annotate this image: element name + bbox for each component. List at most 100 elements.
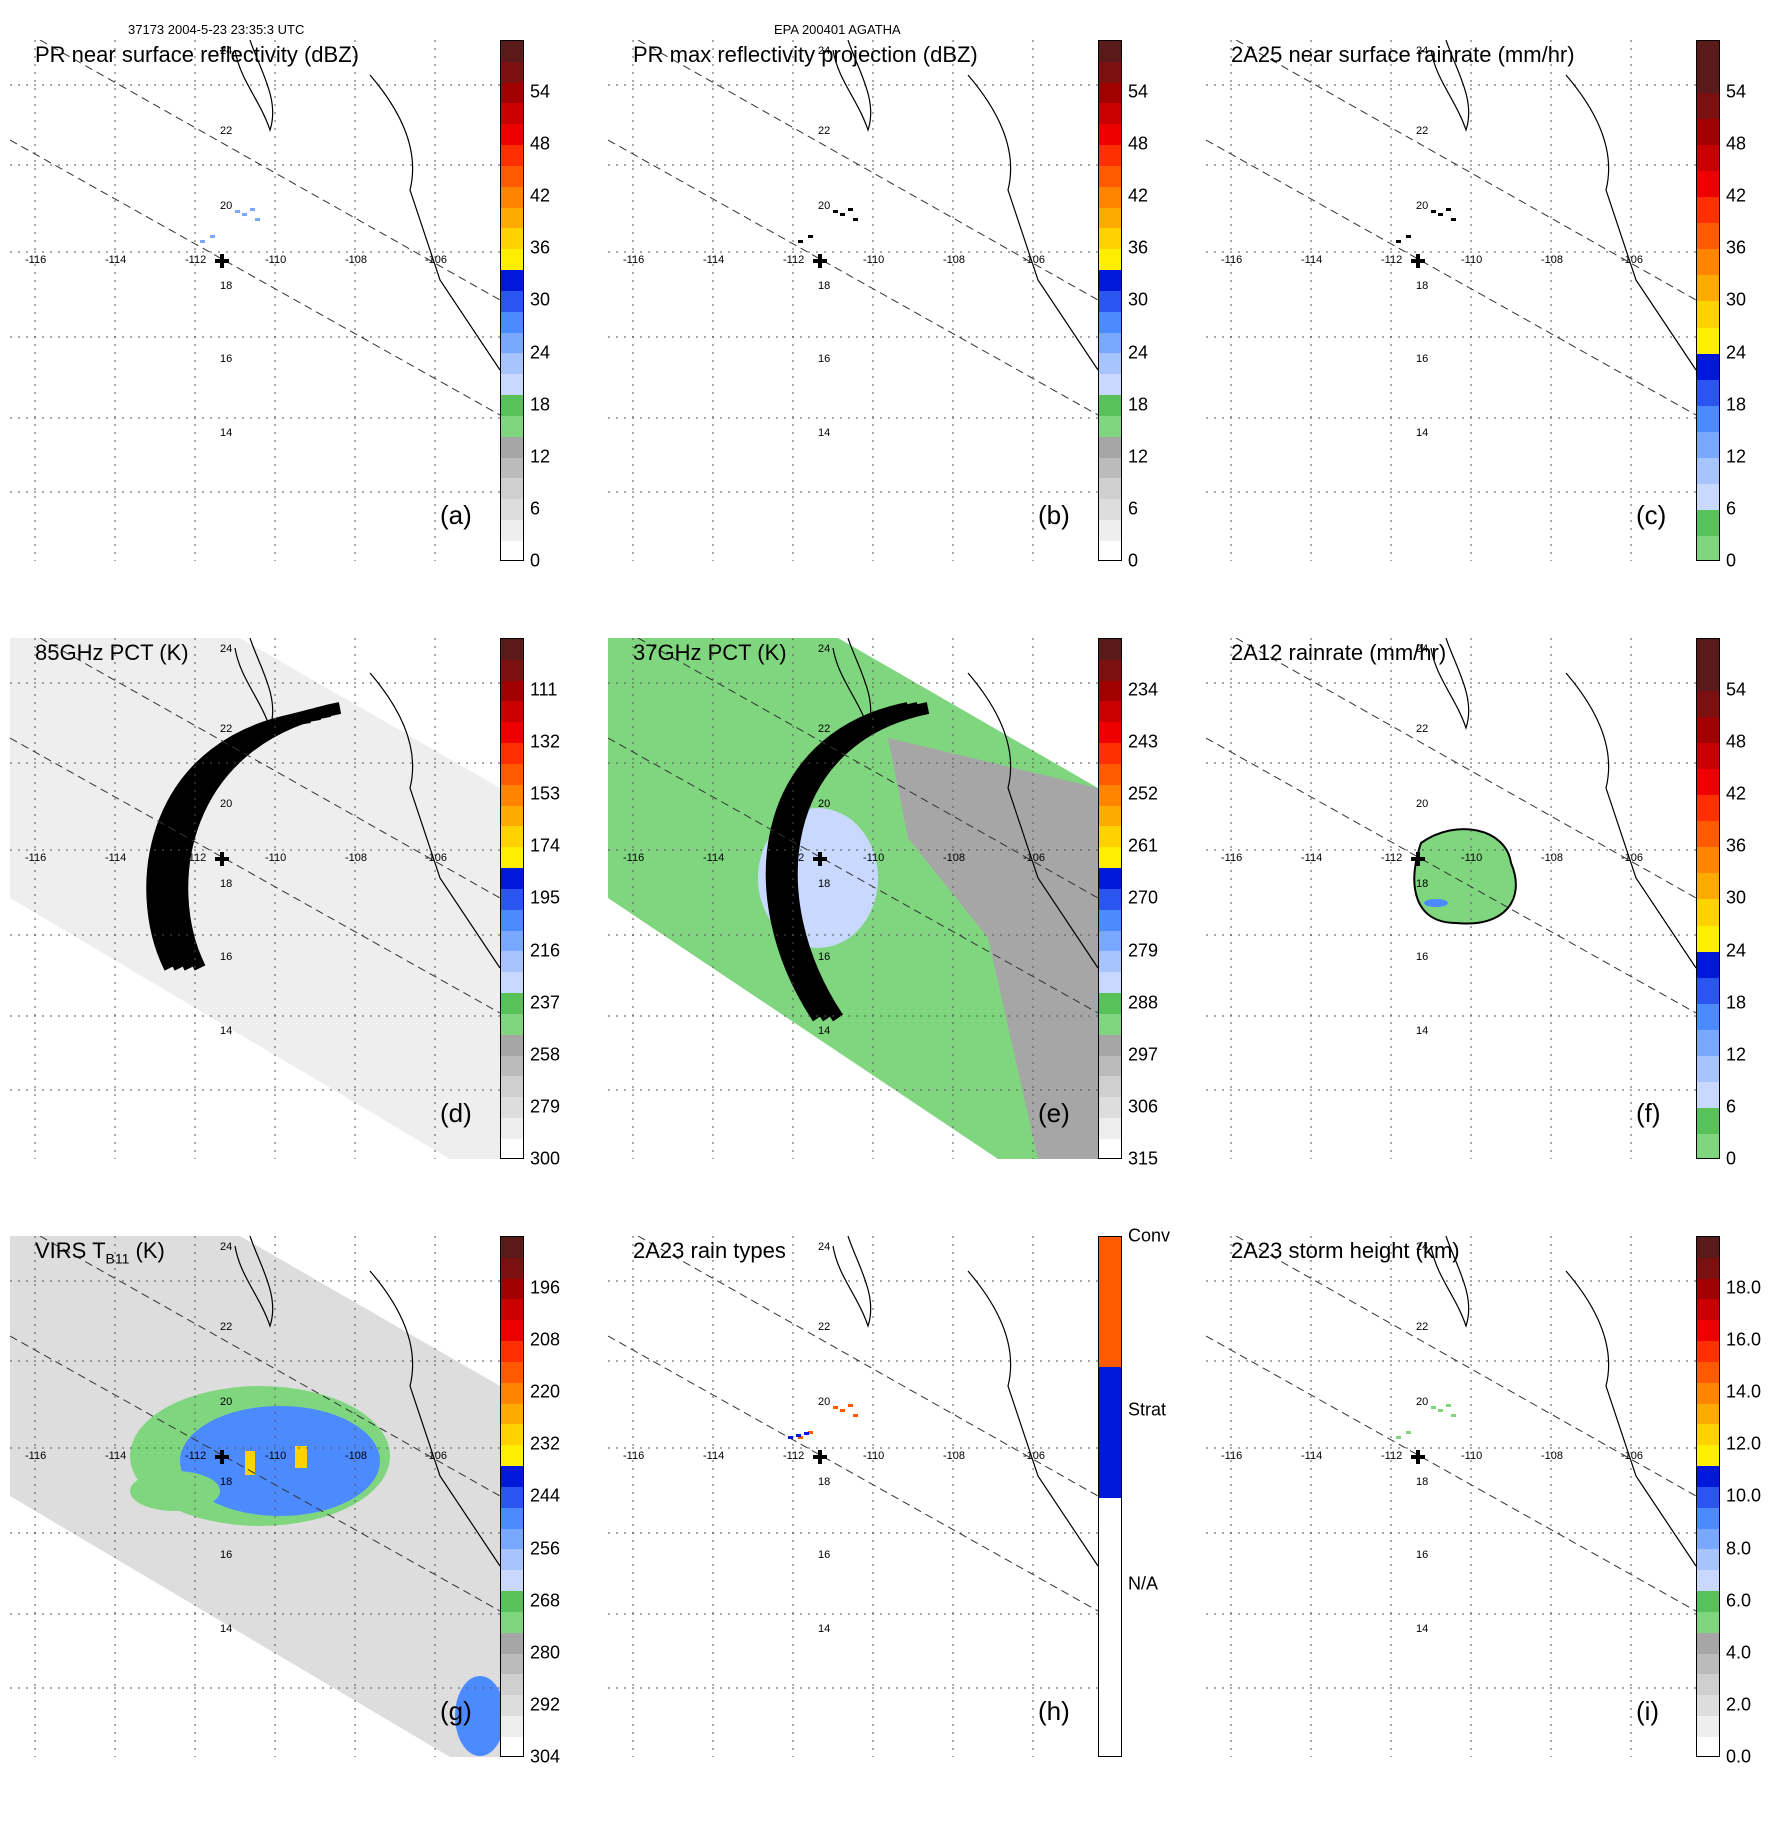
map-d: -116 -114 -112 -110 -108 -106 24 22 20 18 16 14 xyxy=(10,638,500,1159)
colorbar-segment xyxy=(501,1528,523,1550)
lon-label: -116 xyxy=(623,1450,645,1462)
lat-label: 24 xyxy=(220,45,233,57)
colorbar-segment xyxy=(1697,1528,1719,1550)
panel-label: (f) xyxy=(1636,1098,1661,1128)
colorbar-tick-label: 42 xyxy=(1726,783,1747,804)
colorbar-segment xyxy=(1099,826,1121,848)
lon-label: -106 xyxy=(425,1450,448,1462)
colorbar-segment xyxy=(1099,540,1121,560)
colorbar-segment xyxy=(1697,1278,1719,1300)
colorbar-tick-label: 42 xyxy=(1726,185,1747,206)
lon-label: -108 xyxy=(943,852,966,864)
colorbar-segment xyxy=(1697,93,1719,120)
map-f: -116 -114 -112 -110 -108 -106 24 22 20 18 16 14 xyxy=(1206,638,1696,1159)
colorbar-tick-label: 111 xyxy=(530,679,558,700)
colorbar-segment xyxy=(1099,186,1121,208)
lon-label: -108 xyxy=(943,254,966,266)
colorbar xyxy=(1696,1236,1720,1757)
colorbar-segment xyxy=(501,701,523,723)
colorbar-tick-label: 24 xyxy=(530,342,551,363)
lat-label: 22 xyxy=(818,1321,831,1333)
colorbar-segment xyxy=(1099,41,1121,62)
lon-label: -106 xyxy=(1023,1450,1046,1462)
lat-label: 14 xyxy=(1416,427,1429,439)
map-e: -116 -114 -112 -110 -108 -106 24 22 20 18 16 14 xyxy=(608,638,1098,1159)
lon-label: -116 xyxy=(1221,1450,1243,1462)
map-g: -116 -114 -112 -110 -108 -106 24 22 20 18 16 14 xyxy=(10,1236,500,1757)
lat-label: 24 xyxy=(818,643,831,655)
lon-label: -110 xyxy=(863,852,885,864)
colorbar-segment xyxy=(1697,821,1719,848)
lat-label: 20 xyxy=(1416,1396,1429,1408)
colorbar-segment xyxy=(1697,1055,1719,1082)
colorbar-segment xyxy=(501,993,523,1014)
colorbar-segment xyxy=(501,1013,523,1035)
colorbar-tick-label: 14.0 xyxy=(1726,1381,1762,1402)
map-i: -116 -114 -112 -110 -108 -106 24 22 20 18 16 14 xyxy=(1206,1236,1696,1757)
colorbar-segment xyxy=(1697,795,1719,822)
lat-label: 14 xyxy=(818,1623,831,1635)
colorbar-tick-label: 48 xyxy=(1128,133,1149,154)
panel-title: PR near surface reflectivity (dBZ) xyxy=(35,42,359,67)
colorbar-segment xyxy=(1099,784,1121,806)
lon-label: -110 xyxy=(265,852,287,864)
lon-label: -108 xyxy=(345,254,368,266)
lat-label: 16 xyxy=(818,951,831,963)
colorbar-segment xyxy=(1099,353,1121,375)
colorbar-tick-label: 6 xyxy=(530,498,541,519)
colorbar xyxy=(1098,1236,1122,1757)
lon-label: -108 xyxy=(345,852,368,864)
colorbar-segment xyxy=(501,61,523,83)
colorbar-segment xyxy=(1099,1076,1121,1098)
colorbar-segment xyxy=(501,311,523,333)
panel-label: (h) xyxy=(1038,1696,1070,1726)
colorbar-segment xyxy=(1697,327,1719,354)
colorbar-segment xyxy=(1697,1003,1719,1030)
colorbar-segment xyxy=(501,659,523,681)
colorbar-segment xyxy=(1697,379,1719,406)
colorbar-tick-label: 18 xyxy=(530,394,551,415)
colorbar-segment xyxy=(501,1382,523,1404)
colorbar xyxy=(1098,40,1122,561)
lon-label: -110 xyxy=(265,1450,287,1462)
lon-label: -108 xyxy=(1541,254,1564,266)
colorbar-tick-label: 16.0 xyxy=(1726,1329,1762,1350)
lon-label: -106 xyxy=(425,254,448,266)
colorbar-segment xyxy=(1099,1497,1121,1628)
panel-title: 2A23 storm height (km) xyxy=(1231,1238,1460,1263)
map-canvas xyxy=(10,1236,500,1757)
panel-i: -116 -114 -112 -110 -108 -106 24 22 20 18 16 14 2A23… xyxy=(1206,1236,1771,1826)
colorbar-segment xyxy=(1099,165,1121,187)
panel-b: -116 -114 -112 -110 -108 -106 24 22 20 18 16 14 PR m… xyxy=(608,40,1212,630)
colorbar-segment xyxy=(1697,665,1719,692)
lon-label: -114 xyxy=(1301,852,1323,864)
lat-label: 22 xyxy=(818,125,831,137)
lon-label: -108 xyxy=(943,1450,966,1462)
colorbar-segment xyxy=(501,930,523,952)
colorbar-tick-label: 0 xyxy=(1128,550,1139,571)
colorbar-tick-label: 30 xyxy=(1128,289,1149,310)
colorbar-tick-label: 258 xyxy=(530,1044,561,1065)
panel-title: PR max reflectivity projection (dBZ) xyxy=(633,42,978,67)
colorbar-tick-label: 36 xyxy=(1128,237,1149,258)
colorbar-tick-label: 6 xyxy=(1726,498,1737,519)
colorbar-segment xyxy=(1099,743,1121,764)
colorbar-segment xyxy=(501,1591,523,1612)
colorbar-tick-label: 36 xyxy=(1726,237,1747,258)
colorbar-tick-label: 244 xyxy=(530,1485,561,1506)
colorbar-segment xyxy=(1099,805,1121,827)
colorbar-segment xyxy=(1099,395,1121,416)
colorbar-segment xyxy=(1099,909,1121,931)
colorbar-segment xyxy=(501,1034,523,1056)
lat-label: 24 xyxy=(818,45,831,57)
colorbar-tick-label: 48 xyxy=(1726,731,1747,752)
colorbar-segment xyxy=(1697,41,1719,68)
storm-name-header: EPA 200401 AGATHA xyxy=(774,22,901,37)
colorbar-tick-label: 0 xyxy=(1726,550,1737,571)
colorbar-segment xyxy=(501,1076,523,1098)
colorbar-segment xyxy=(501,145,523,166)
colorbar-segment xyxy=(1697,1424,1719,1446)
colorbar-segment xyxy=(501,1507,523,1529)
colorbar-segment xyxy=(501,1278,523,1300)
lon-label: -110 xyxy=(1461,852,1483,864)
